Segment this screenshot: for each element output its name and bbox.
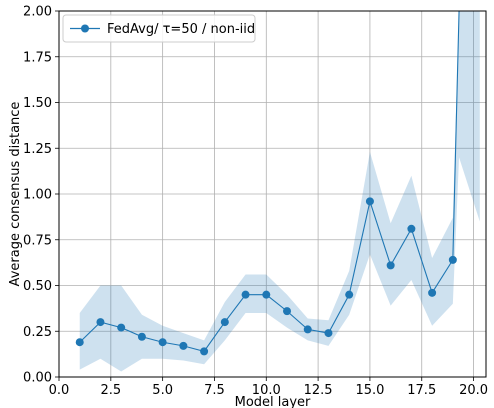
confidence-band	[79, 11, 480, 372]
legend-box	[62, 14, 256, 43]
x-tick-label: 7.5	[204, 383, 225, 398]
x-tick-label: 2.5	[100, 383, 121, 398]
x-tick-label: 20.0	[459, 383, 488, 398]
y-tick-label: 1.00	[23, 188, 52, 203]
data-point	[117, 323, 126, 332]
data-point	[75, 338, 84, 347]
x-tick-label: 12.5	[304, 383, 333, 398]
data-point	[241, 290, 250, 299]
x-tick-label: 17.5	[407, 383, 436, 398]
x-axis-label: Model layer	[235, 395, 311, 408]
legend: FedAvg/ τ=50 / non-iid	[62, 14, 256, 43]
y-axis-label: Average consensus distance	[8, 102, 23, 287]
legend-entry-label: FedAvg/ τ=50 / non-iid	[107, 22, 255, 37]
data-point	[179, 341, 188, 350]
y-tick-label: 0.25	[23, 325, 52, 340]
confidence-band-area	[79, 11, 480, 372]
data-point	[158, 338, 167, 347]
data-point	[324, 329, 333, 338]
data-point	[96, 318, 105, 327]
data-point	[386, 261, 395, 270]
y-tick-label: 1.25	[23, 142, 52, 157]
x-tick-label: 15.0	[355, 383, 384, 398]
data-point	[303, 325, 312, 334]
x-tick-label: 0.0	[49, 383, 70, 398]
y-tick-label: 0.75	[23, 233, 52, 248]
data-point	[365, 197, 374, 206]
y-tick-label: 2.00	[23, 5, 52, 20]
y-tick-label: 0.00	[23, 371, 52, 386]
data-point	[137, 332, 146, 341]
legend-point-marker	[81, 24, 89, 33]
x-tick-label: 5.0	[152, 383, 173, 398]
data-point	[262, 290, 271, 299]
y-tick-label: 1.50	[23, 96, 52, 111]
data-point	[428, 288, 437, 297]
data-point	[448, 255, 457, 264]
data-point	[407, 224, 416, 233]
axis-ticks: 0.0 2.5 5.0 7.5 10.0 12.5 15.0 17.5 20.0 0.00 0.25…	[23, 5, 488, 399]
data-point	[200, 347, 209, 356]
data-point	[220, 318, 229, 327]
y-tick-label: 0.50	[23, 279, 52, 294]
data-point	[283, 307, 292, 316]
y-tick-label: 1.75	[23, 50, 52, 65]
x-tick-label: 10.0	[252, 383, 281, 398]
series-points	[75, 197, 457, 356]
data-point	[345, 290, 354, 299]
